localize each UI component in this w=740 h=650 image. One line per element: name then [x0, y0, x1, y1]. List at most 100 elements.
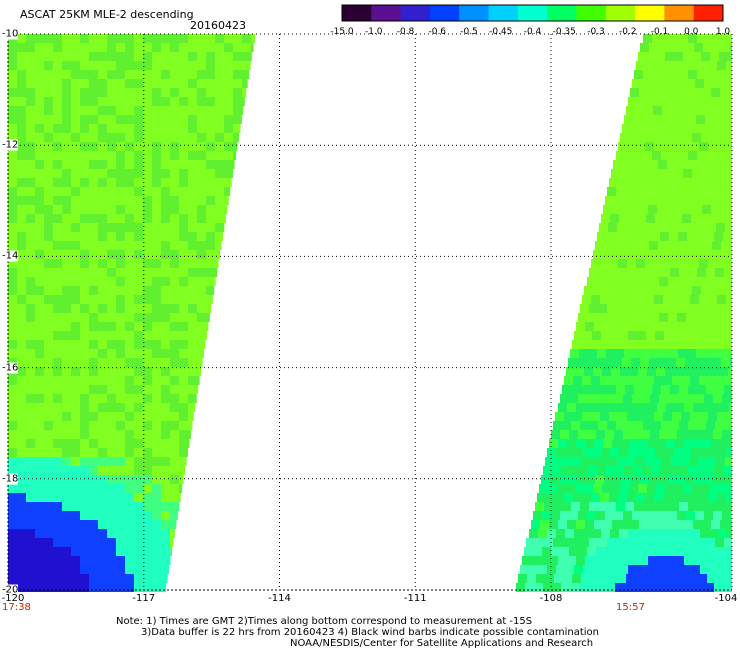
swath-cell	[134, 475, 143, 484]
swath-cell	[89, 502, 98, 511]
swath-cell	[656, 169, 665, 178]
swath-cell	[542, 547, 551, 556]
swath-cell	[197, 187, 206, 196]
swath-cell	[599, 457, 608, 466]
swath-cell	[35, 286, 44, 295]
swath-cell	[116, 61, 125, 70]
swath-cell	[188, 331, 197, 340]
swath-cell	[107, 331, 116, 340]
swath-cell	[71, 412, 80, 421]
swath-cell	[623, 547, 632, 556]
swath-cell	[560, 547, 569, 556]
swath-cell	[685, 43, 694, 52]
swath-cell	[655, 565, 664, 574]
swath-cell	[17, 331, 26, 340]
swath-cell	[726, 61, 732, 70]
swath-cell	[660, 349, 669, 358]
swath-cell	[125, 106, 134, 115]
swath-cell	[544, 538, 553, 547]
swath-cell	[673, 214, 682, 223]
swath-cell	[188, 304, 197, 313]
swath-cell	[699, 493, 708, 502]
swath-cell	[711, 205, 720, 214]
swath-cell	[674, 250, 683, 259]
swath-cell	[710, 133, 719, 142]
swath-cell	[721, 241, 730, 250]
swath-cell	[17, 79, 26, 88]
swath-cell	[152, 151, 161, 160]
swath-cell	[224, 169, 233, 178]
swath-cell	[179, 142, 188, 151]
colorbar-segment	[635, 5, 665, 21]
swath-cell	[152, 322, 161, 331]
swath-cell	[161, 430, 170, 439]
swath-cell	[717, 142, 726, 151]
swath-cell	[152, 232, 161, 241]
swath-cell	[98, 511, 107, 520]
swath-cell	[116, 223, 125, 232]
swath-cell	[98, 196, 107, 205]
swath-cell	[693, 403, 702, 412]
swath-cell	[89, 115, 98, 124]
swath-cell	[549, 556, 558, 565]
swath-cell	[17, 448, 26, 457]
swath-cell	[672, 178, 681, 187]
swath-cell	[686, 277, 695, 286]
swath-cell	[170, 412, 179, 421]
swath-cell	[632, 277, 641, 286]
swath-cell	[98, 61, 107, 70]
swath-cell	[682, 448, 691, 457]
swath-cell	[726, 376, 732, 385]
swath-cell	[644, 574, 653, 583]
swath-cell	[53, 133, 62, 142]
swath-cell	[62, 448, 71, 457]
swath-cell	[663, 61, 672, 70]
swath-cell	[152, 565, 161, 574]
swath-cell	[62, 79, 71, 88]
swath-cell	[597, 583, 606, 592]
longitude-label: -104	[714, 593, 738, 604]
swath-cell	[35, 358, 44, 367]
swath-cell	[170, 124, 179, 133]
swath-cell	[35, 196, 44, 205]
swath-cell	[699, 142, 708, 151]
swath-cell	[98, 241, 107, 250]
swath-cell	[197, 133, 206, 142]
swath-cell	[677, 511, 686, 520]
swath-cell	[697, 187, 706, 196]
swath-cell	[700, 214, 709, 223]
swath-cell	[80, 529, 89, 538]
swath-cell	[688, 538, 697, 547]
swath-cell	[8, 493, 17, 502]
swath-cell	[134, 205, 143, 214]
swath-cell	[727, 565, 732, 574]
swath-cell	[170, 196, 179, 205]
colorbar-segment	[488, 5, 519, 21]
swath-cell	[556, 529, 565, 538]
swath-cell	[8, 304, 17, 313]
swath-cell	[26, 448, 35, 457]
swath-cell	[161, 223, 170, 232]
swath-cell	[170, 295, 179, 304]
swath-cell	[71, 160, 80, 169]
swath-cell	[657, 88, 666, 97]
swath-cell	[215, 196, 224, 205]
swath-cell	[597, 466, 606, 475]
swath-cell	[623, 196, 632, 205]
swath-cell	[89, 493, 98, 502]
swath-cell	[89, 385, 98, 394]
swath-cell	[71, 349, 80, 358]
swath-cell	[188, 358, 197, 367]
swath-cell	[582, 412, 591, 421]
swath-cell	[681, 61, 690, 70]
swath-cell	[699, 376, 708, 385]
swath-cell	[80, 439, 89, 448]
swath-cell	[161, 79, 170, 88]
swath-cell	[679, 268, 688, 277]
swath-cell	[714, 583, 723, 592]
swath-cell	[53, 304, 62, 313]
colorbar-label: -15.0	[330, 27, 354, 37]
swath-cell	[62, 178, 71, 187]
swath-cell	[179, 97, 188, 106]
swath-cell	[116, 187, 125, 196]
